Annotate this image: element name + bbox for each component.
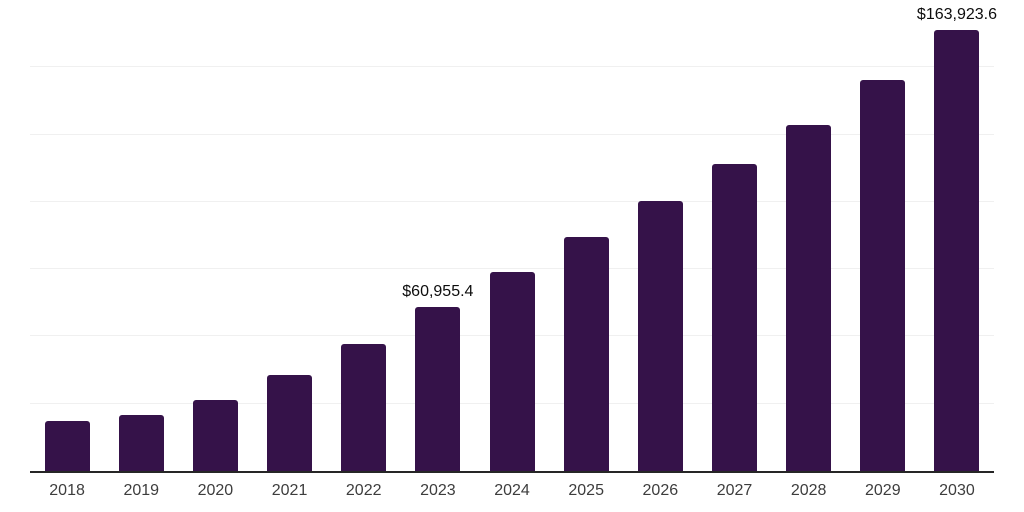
x-tick-label-2024: 2024 bbox=[494, 482, 530, 499]
x-tick-label-2023: 2023 bbox=[420, 482, 456, 499]
bar-band bbox=[549, 0, 623, 471]
bar-2022 bbox=[341, 344, 387, 471]
x-tick-label-2020: 2020 bbox=[197, 482, 234, 499]
x-tick-label-2025: 2025 bbox=[568, 482, 604, 499]
plot-area: $60,955.4 $163,923.6 bbox=[30, 0, 997, 473]
bar-2028 bbox=[786, 125, 832, 471]
x-tick-label-2027: 2027 bbox=[716, 482, 753, 499]
bar-band: $60,955.4 bbox=[401, 0, 475, 471]
bar-2018 bbox=[44, 420, 90, 471]
bar-band bbox=[772, 0, 846, 471]
bar-2029 bbox=[860, 79, 906, 471]
x-tick-label-2022: 2022 bbox=[345, 482, 382, 499]
bar-band bbox=[252, 0, 326, 471]
x-tick-label-2021: 2021 bbox=[271, 482, 308, 499]
bar-band bbox=[104, 0, 178, 471]
bar-band bbox=[697, 0, 771, 471]
bar-2026 bbox=[637, 201, 683, 471]
bar-2030 bbox=[934, 29, 980, 471]
data-label-2023: $60,955.4 bbox=[402, 282, 474, 300]
bar-2023 bbox=[415, 306, 461, 471]
x-tick-label-2028: 2028 bbox=[790, 482, 827, 499]
bar-2020 bbox=[192, 399, 238, 471]
bar-band bbox=[623, 0, 697, 471]
x-tick-label-2030: 2030 bbox=[939, 482, 975, 499]
bar-band: $163,923.6 bbox=[916, 0, 997, 471]
bar-2027 bbox=[711, 163, 757, 471]
data-label-2030: $163,923.6 bbox=[916, 5, 997, 23]
bar-band bbox=[178, 0, 252, 471]
x-tick-label-2018: 2018 bbox=[49, 482, 85, 499]
x-tick-label-2026: 2026 bbox=[642, 482, 679, 499]
bar-band bbox=[846, 0, 920, 471]
x-tick-label-2019: 2019 bbox=[123, 482, 160, 499]
x-tick-label-2029: 2029 bbox=[865, 482, 901, 499]
bar-band bbox=[30, 0, 104, 471]
bar-2021 bbox=[267, 374, 313, 471]
bar-2019 bbox=[118, 415, 164, 471]
bar-band bbox=[327, 0, 401, 471]
bar-2024 bbox=[489, 272, 535, 471]
bar-band bbox=[475, 0, 549, 471]
x-axis: 2018 2019 2020 2021 2022 2023 2024 2025 2026 2027… bbox=[30, 482, 994, 500]
bar-2025 bbox=[563, 237, 609, 471]
